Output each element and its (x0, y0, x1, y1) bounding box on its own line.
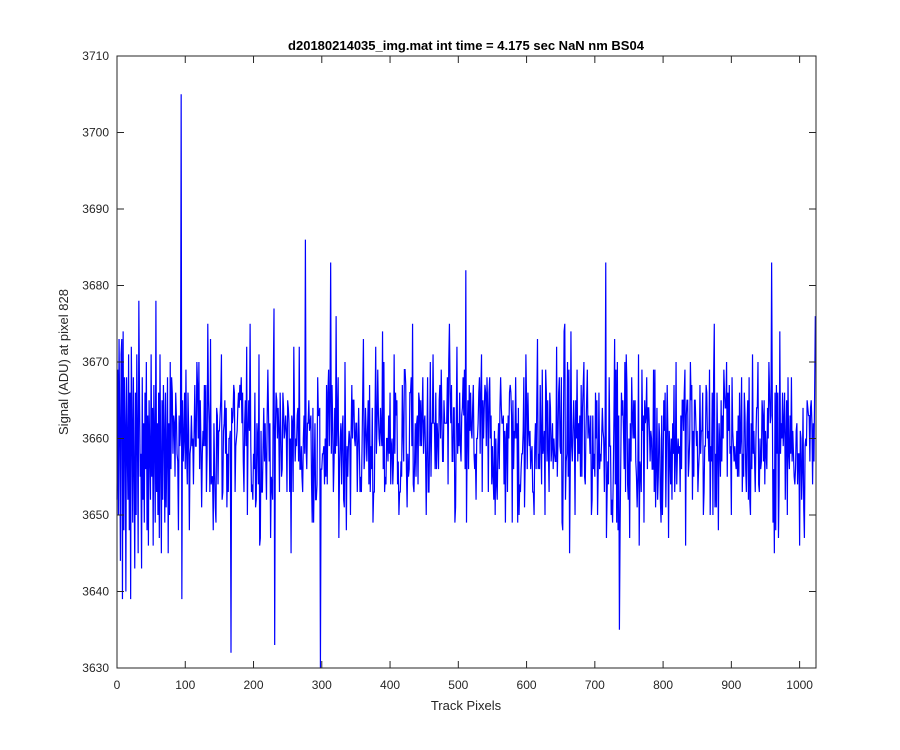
x-tick-label: 100 (175, 678, 195, 692)
y-axis: 3630 3640 3650 3660 3670 3680 3690 3700 3710 (82, 49, 816, 675)
x-tick-label: 600 (517, 678, 537, 692)
y-tick-label: 3660 (82, 432, 109, 446)
y-tick-label: 3710 (82, 49, 109, 63)
x-tick-label: 400 (380, 678, 400, 692)
y-tick-label: 3650 (82, 508, 109, 522)
x-tick-label: 800 (653, 678, 673, 692)
x-tick-label: 1000 (786, 678, 813, 692)
y-tick-label: 3630 (82, 661, 109, 675)
y-tick-label: 3680 (82, 279, 109, 293)
series-layer (116, 94, 816, 669)
y-tick-label: 3640 (82, 585, 109, 599)
x-tick-label: 300 (312, 678, 332, 692)
x-tick-label: 0 (114, 678, 121, 692)
x-tick-label: 700 (585, 678, 605, 692)
chart-title: d20180214035_img.mat int time = 4.175 se… (288, 38, 645, 53)
y-tick-label: 3670 (82, 355, 109, 369)
y-tick-label: 3690 (82, 202, 109, 216)
x-axis: 0 100 200 300 400 500 600 700 800 900 1000 (114, 56, 813, 692)
x-axis-label: Track Pixels (431, 698, 502, 713)
x-tick-label: 500 (448, 678, 468, 692)
y-axis-label: Signal (ADU) at pixel 828 (56, 289, 71, 435)
y-tick-label: 3700 (82, 126, 109, 140)
x-tick-label: 200 (244, 678, 264, 692)
x-tick-label: 900 (721, 678, 741, 692)
series-line (116, 94, 816, 669)
